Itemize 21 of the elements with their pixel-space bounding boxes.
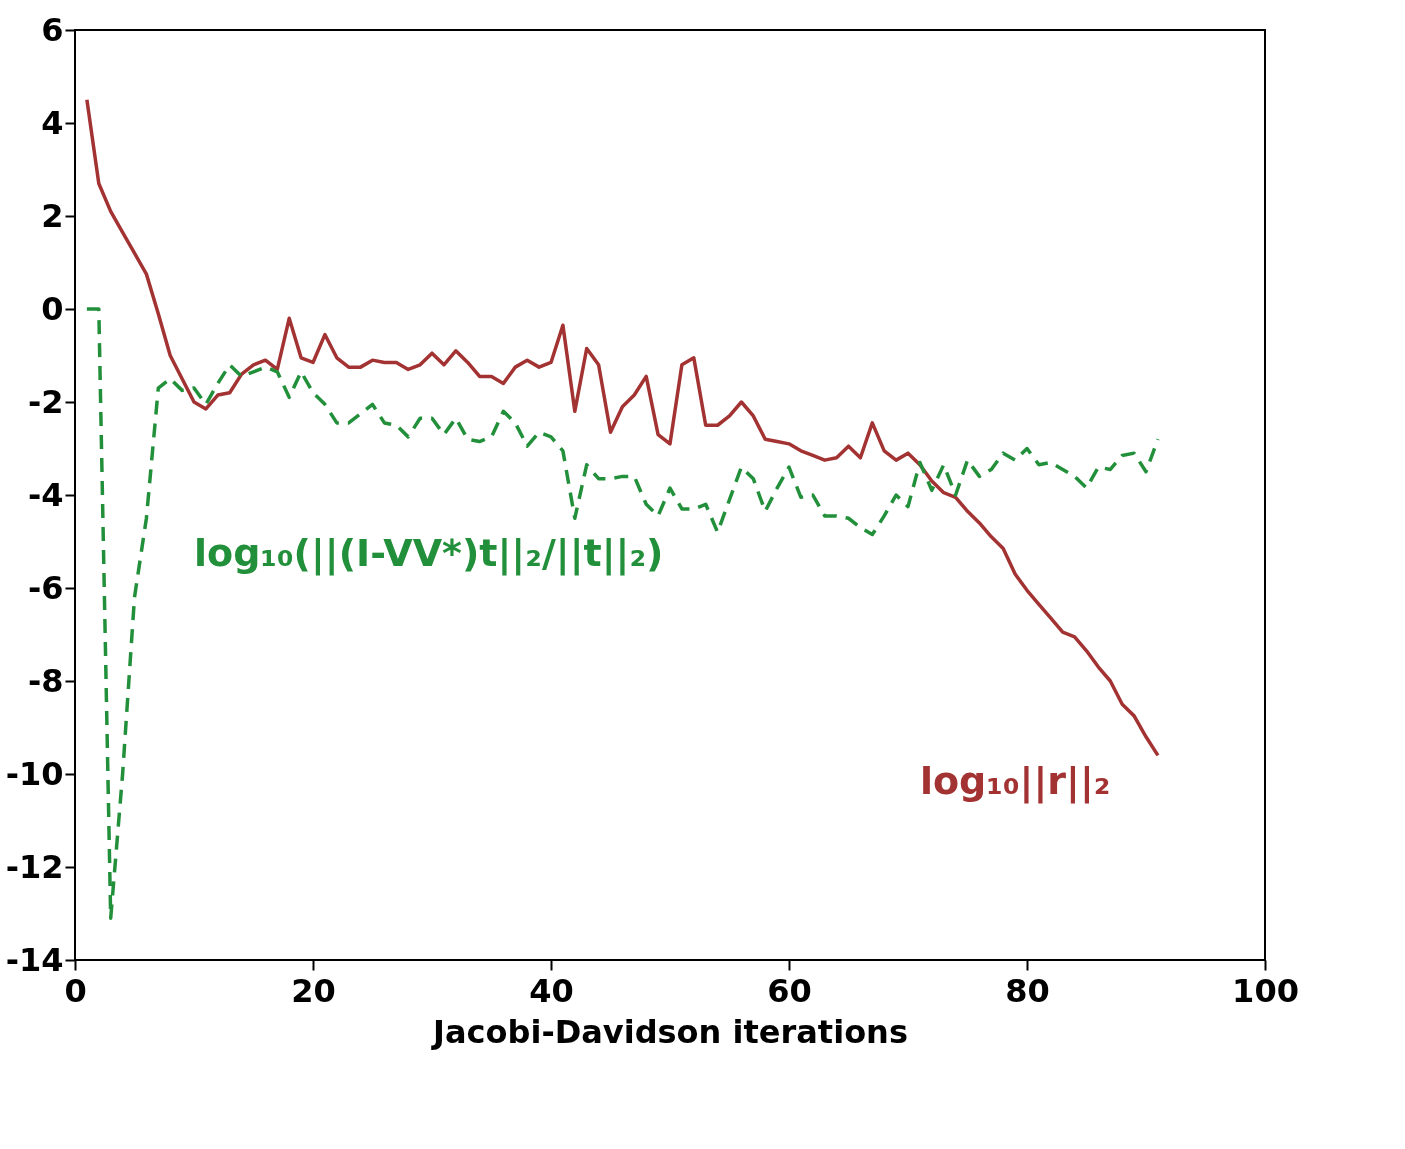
y-tick-label: 0 bbox=[41, 289, 64, 328]
series-label: log₁₀(||(I-VV*)t||₂/||t||₂) bbox=[194, 531, 664, 577]
x-tick-label: 100 bbox=[1232, 971, 1299, 1010]
series-label: log₁₀||r||₂ bbox=[919, 759, 1111, 805]
y-tick-label: -12 bbox=[5, 847, 64, 886]
y-tick-label: -4 bbox=[27, 475, 64, 514]
x-tick-label: 80 bbox=[1005, 971, 1050, 1010]
y-tick-label: -10 bbox=[5, 754, 64, 793]
x-tick-label: 60 bbox=[767, 971, 812, 1010]
x-axis-title: Jacobi-Davidson iterations bbox=[431, 1012, 908, 1051]
y-tick-label: -6 bbox=[27, 568, 64, 607]
y-tick-label: 6 bbox=[41, 10, 64, 49]
y-tick-label: -8 bbox=[27, 661, 64, 700]
x-tick-label: 40 bbox=[529, 971, 574, 1010]
y-tick-label: -2 bbox=[27, 382, 64, 421]
x-tick-label: 20 bbox=[291, 971, 336, 1010]
line-series bbox=[85, 307, 1160, 920]
y-tick-label: 2 bbox=[41, 196, 64, 235]
line-series bbox=[85, 98, 1160, 758]
y-tick-label: -14 bbox=[5, 940, 64, 979]
y-tick-label: 4 bbox=[41, 103, 64, 142]
